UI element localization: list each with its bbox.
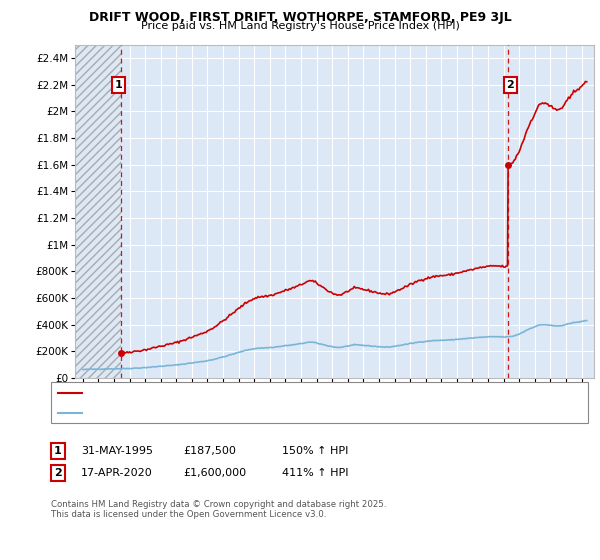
Text: 1: 1: [54, 446, 62, 456]
Text: 1: 1: [114, 80, 122, 90]
Text: DRIFT WOOD, FIRST DRIFT, WOTHORPE, STAMFORD, PE9 3JL (detached house): DRIFT WOOD, FIRST DRIFT, WOTHORPE, STAMF…: [87, 389, 472, 398]
Text: Price paid vs. HM Land Registry's House Price Index (HPI): Price paid vs. HM Land Registry's House …: [140, 21, 460, 31]
Text: 411% ↑ HPI: 411% ↑ HPI: [282, 468, 349, 478]
Text: 2: 2: [54, 468, 62, 478]
Text: £1,600,000: £1,600,000: [183, 468, 246, 478]
Text: £187,500: £187,500: [183, 446, 236, 456]
Text: 2: 2: [506, 80, 514, 90]
Bar: [75, 45, 121, 378]
Text: HPI: Average price, detached house, City of Peterborough: HPI: Average price, detached house, City…: [87, 408, 368, 418]
Text: Contains HM Land Registry data © Crown copyright and database right 2025.
This d: Contains HM Land Registry data © Crown c…: [51, 500, 386, 519]
Text: 150% ↑ HPI: 150% ↑ HPI: [282, 446, 349, 456]
Text: DRIFT WOOD, FIRST DRIFT, WOTHORPE, STAMFORD, PE9 3JL: DRIFT WOOD, FIRST DRIFT, WOTHORPE, STAMF…: [89, 11, 511, 24]
Text: 17-APR-2020: 17-APR-2020: [81, 468, 153, 478]
Text: 31-MAY-1995: 31-MAY-1995: [81, 446, 153, 456]
